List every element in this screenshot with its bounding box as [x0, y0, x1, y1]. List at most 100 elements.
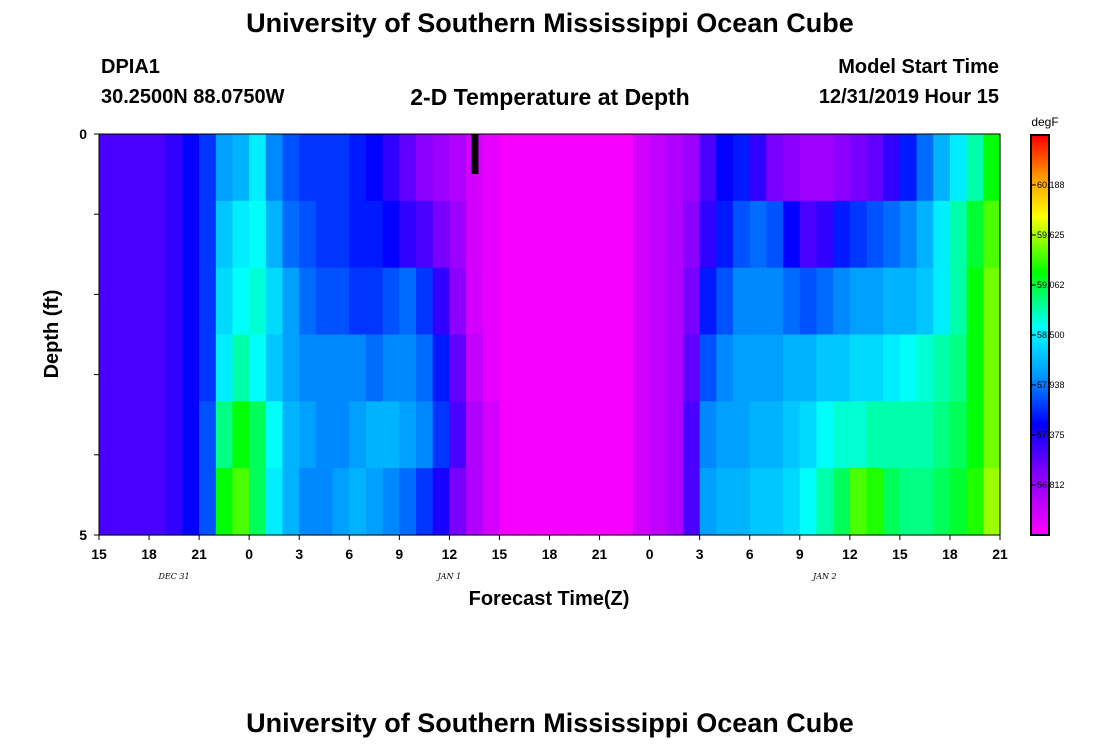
colorbar-segment — [1031, 280, 1049, 284]
heatmap-cell — [432, 267, 450, 336]
heatmap-cell — [783, 334, 801, 402]
colorbar-segment — [1031, 237, 1049, 241]
heatmap-cell — [682, 468, 701, 536]
heatmap-cell — [783, 401, 801, 469]
colorbar-segment — [1031, 502, 1049, 506]
colorbar-segment — [1031, 302, 1049, 306]
heatmap-cell — [849, 468, 868, 536]
colorbar-segment — [1031, 365, 1049, 369]
heatmap-cell — [599, 401, 617, 469]
heatmap-cell — [165, 134, 184, 202]
heatmap-cell — [599, 267, 617, 336]
colorbar-segment — [1031, 185, 1049, 189]
colorbar-segment — [1031, 202, 1049, 206]
colorbar-segment — [1031, 392, 1049, 396]
heatmap-cell — [315, 401, 334, 469]
heatmap-cell — [416, 401, 434, 469]
colorbar-segment — [1031, 475, 1049, 479]
colorbar-segment — [1031, 260, 1049, 264]
heatmap-cell — [949, 267, 968, 336]
heatmap-cell — [416, 267, 434, 336]
colorbar-segment — [1031, 442, 1049, 446]
heatmap-cell — [816, 334, 834, 402]
heatmap-cell — [149, 200, 167, 269]
heatmap-cell — [799, 200, 818, 269]
heatmap-cell — [799, 267, 818, 336]
heatmap-cell — [99, 200, 117, 269]
colorbar-segment — [1031, 177, 1049, 181]
colorbar-segment — [1031, 150, 1049, 154]
colorbar-segment — [1031, 467, 1049, 471]
colorbar-segment — [1031, 262, 1049, 266]
colorbar-segment — [1031, 412, 1049, 416]
colorbar-segment — [1031, 337, 1049, 341]
heatmap-cell — [566, 468, 584, 536]
heatmap-cell — [933, 334, 951, 402]
colorbar-segment — [1031, 380, 1049, 384]
colorbar-segment — [1031, 405, 1049, 409]
colorbar-tick-label: 60.188 — [1037, 180, 1065, 190]
colorbar-segment — [1031, 227, 1049, 231]
heatmap-cell — [249, 401, 267, 469]
heatmap-cell — [532, 267, 551, 336]
heatmap-cell — [833, 267, 851, 336]
heatmap-cell — [983, 334, 1001, 402]
heatmap-cell — [749, 200, 768, 269]
colorbar-segment — [1031, 200, 1049, 204]
colorbar-segment — [1031, 520, 1049, 524]
heatmap-cell — [616, 200, 634, 269]
heatmap-cell — [499, 134, 517, 202]
colorbar-segment — [1031, 425, 1049, 429]
colorbar-segment — [1031, 417, 1049, 421]
y-axis: 05 — [79, 126, 99, 543]
heatmap-cell — [299, 200, 317, 269]
heatmap-cell — [983, 468, 1001, 536]
heatmap-cell — [482, 334, 501, 402]
heatmap-cell — [966, 468, 984, 536]
colorbar-segment — [1031, 295, 1049, 299]
heatmap-cell — [966, 334, 984, 402]
colorbar-segment — [1031, 345, 1049, 349]
colorbar-segment — [1031, 450, 1049, 454]
x-tick-label: 0 — [646, 546, 654, 562]
colorbar-segment — [1031, 322, 1049, 326]
heatmap-cell — [799, 401, 818, 469]
heatmap-cell — [716, 334, 734, 402]
heatmap-cell — [933, 401, 951, 469]
heatmap-cell — [716, 468, 734, 536]
heatmap-cell — [949, 468, 968, 536]
heatmap-cell — [115, 401, 133, 469]
colorbar-segment — [1031, 297, 1049, 301]
heatmap-cell — [132, 334, 150, 402]
heatmap-cell — [666, 401, 684, 469]
heatmap-cell — [299, 468, 317, 536]
heatmap-cell — [816, 267, 834, 336]
heatmap-cell — [432, 200, 450, 269]
colorbar-segment — [1031, 287, 1049, 291]
heatmap-cell — [733, 200, 751, 269]
heatmap-cell — [883, 200, 901, 269]
heatmap-cell — [315, 468, 334, 536]
heatmap-cell — [632, 200, 651, 269]
heatmap-cell — [199, 200, 217, 269]
station-id: DPIA1 — [101, 56, 160, 78]
colorbar-segment — [1031, 495, 1049, 499]
heatmap-cell — [766, 267, 784, 336]
current-time-marker — [471, 134, 479, 174]
colorbar-segment — [1031, 367, 1049, 371]
y-tick-label: 0 — [79, 126, 87, 142]
model-start-time: 12/31/2019 Hour 15 — [818, 86, 999, 108]
colorbar-segment — [1031, 197, 1049, 201]
heatmap-cell — [599, 200, 617, 269]
colorbar-segment — [1031, 162, 1049, 166]
colorbar-segment — [1031, 347, 1049, 351]
x-tick-label: 12 — [842, 546, 858, 562]
heatmap-cell — [99, 401, 117, 469]
heatmap-cell — [632, 134, 651, 202]
heatmap-cell — [649, 401, 667, 469]
heatmap-cell — [265, 401, 284, 469]
heatmap-cell — [99, 468, 117, 536]
colorbar-segment — [1031, 315, 1049, 319]
heatmap-cell — [299, 401, 317, 469]
colorbar-segment — [1031, 485, 1049, 489]
